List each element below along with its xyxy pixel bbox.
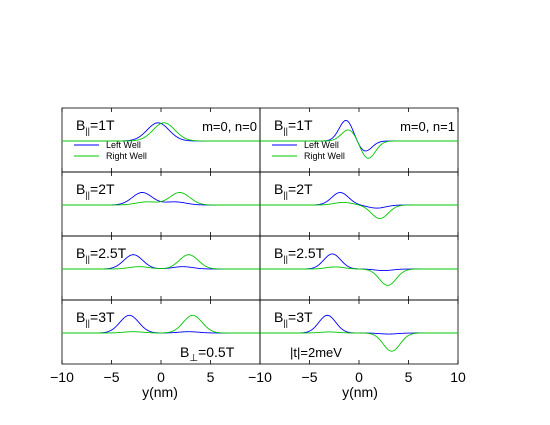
field-label-c1-r0: B||=1T bbox=[274, 117, 313, 136]
x-axis-label-right: y(nm) bbox=[342, 384, 378, 400]
right-well-line bbox=[260, 201, 458, 219]
field-label-c1-r1: B||=2T bbox=[274, 181, 313, 200]
legend-label: Left Well bbox=[304, 140, 339, 150]
right-well-line bbox=[62, 192, 260, 206]
tunneling-label: |t|=2meV bbox=[290, 345, 342, 360]
x-tick-label: −5 bbox=[104, 369, 120, 385]
legend-label: Left Well bbox=[106, 140, 141, 150]
field-label-c0-r2: B||=2.5T bbox=[76, 245, 127, 264]
x-tick-label: 5 bbox=[405, 369, 413, 385]
panel-c0-r1: B||=2T bbox=[61, 171, 261, 237]
x-axis-label-left: y(nm) bbox=[142, 384, 178, 400]
right-well-line bbox=[260, 266, 458, 286]
x-tick-label: 0 bbox=[157, 369, 165, 385]
x-tick-label: 10 bbox=[450, 369, 466, 385]
right-well-line bbox=[62, 254, 260, 270]
panel-c1-r2: B||=2.5T bbox=[259, 235, 459, 301]
legend-label: Right Well bbox=[304, 151, 345, 161]
panel-c0-r3: B||=3T B⊥=0.5T bbox=[61, 299, 261, 365]
field-label-c1-r3: B||=3T bbox=[274, 309, 313, 328]
perpendicular-field-label: B⊥=0.5T bbox=[180, 344, 235, 364]
legend-label: Right Well bbox=[106, 151, 147, 161]
field-label-c1-r2: B||=2.5T bbox=[274, 245, 325, 264]
x-axis: −10 −5 0 5 −10 −5 0 5 10 bbox=[50, 369, 466, 385]
x-tick-label: −10 bbox=[248, 369, 272, 385]
field-label-c0-r0: B||=1T bbox=[76, 117, 115, 136]
column-state-label: m=0, n=0 bbox=[202, 119, 257, 134]
field-label-c0-r1: B||=2T bbox=[76, 181, 115, 200]
column-state-label: m=0, n=1 bbox=[400, 119, 455, 134]
right-well-line bbox=[62, 122, 260, 142]
x-tick-label: −10 bbox=[50, 369, 74, 385]
x-tick-label: −5 bbox=[302, 369, 318, 385]
panel-c1-r3: B||=3T |t|=2meV bbox=[259, 299, 459, 365]
right-well-line bbox=[260, 331, 458, 352]
right-well-line bbox=[260, 129, 458, 159]
field-label-c0-r3: B||=3T bbox=[76, 309, 115, 328]
panel-c1-r1: B||=2T bbox=[259, 171, 459, 237]
x-tick-label: 5 bbox=[207, 369, 215, 385]
right-well-line bbox=[62, 314, 260, 334]
panel-c0-r2: B||=2.5T bbox=[61, 235, 261, 301]
x-tick-label: 0 bbox=[355, 369, 363, 385]
